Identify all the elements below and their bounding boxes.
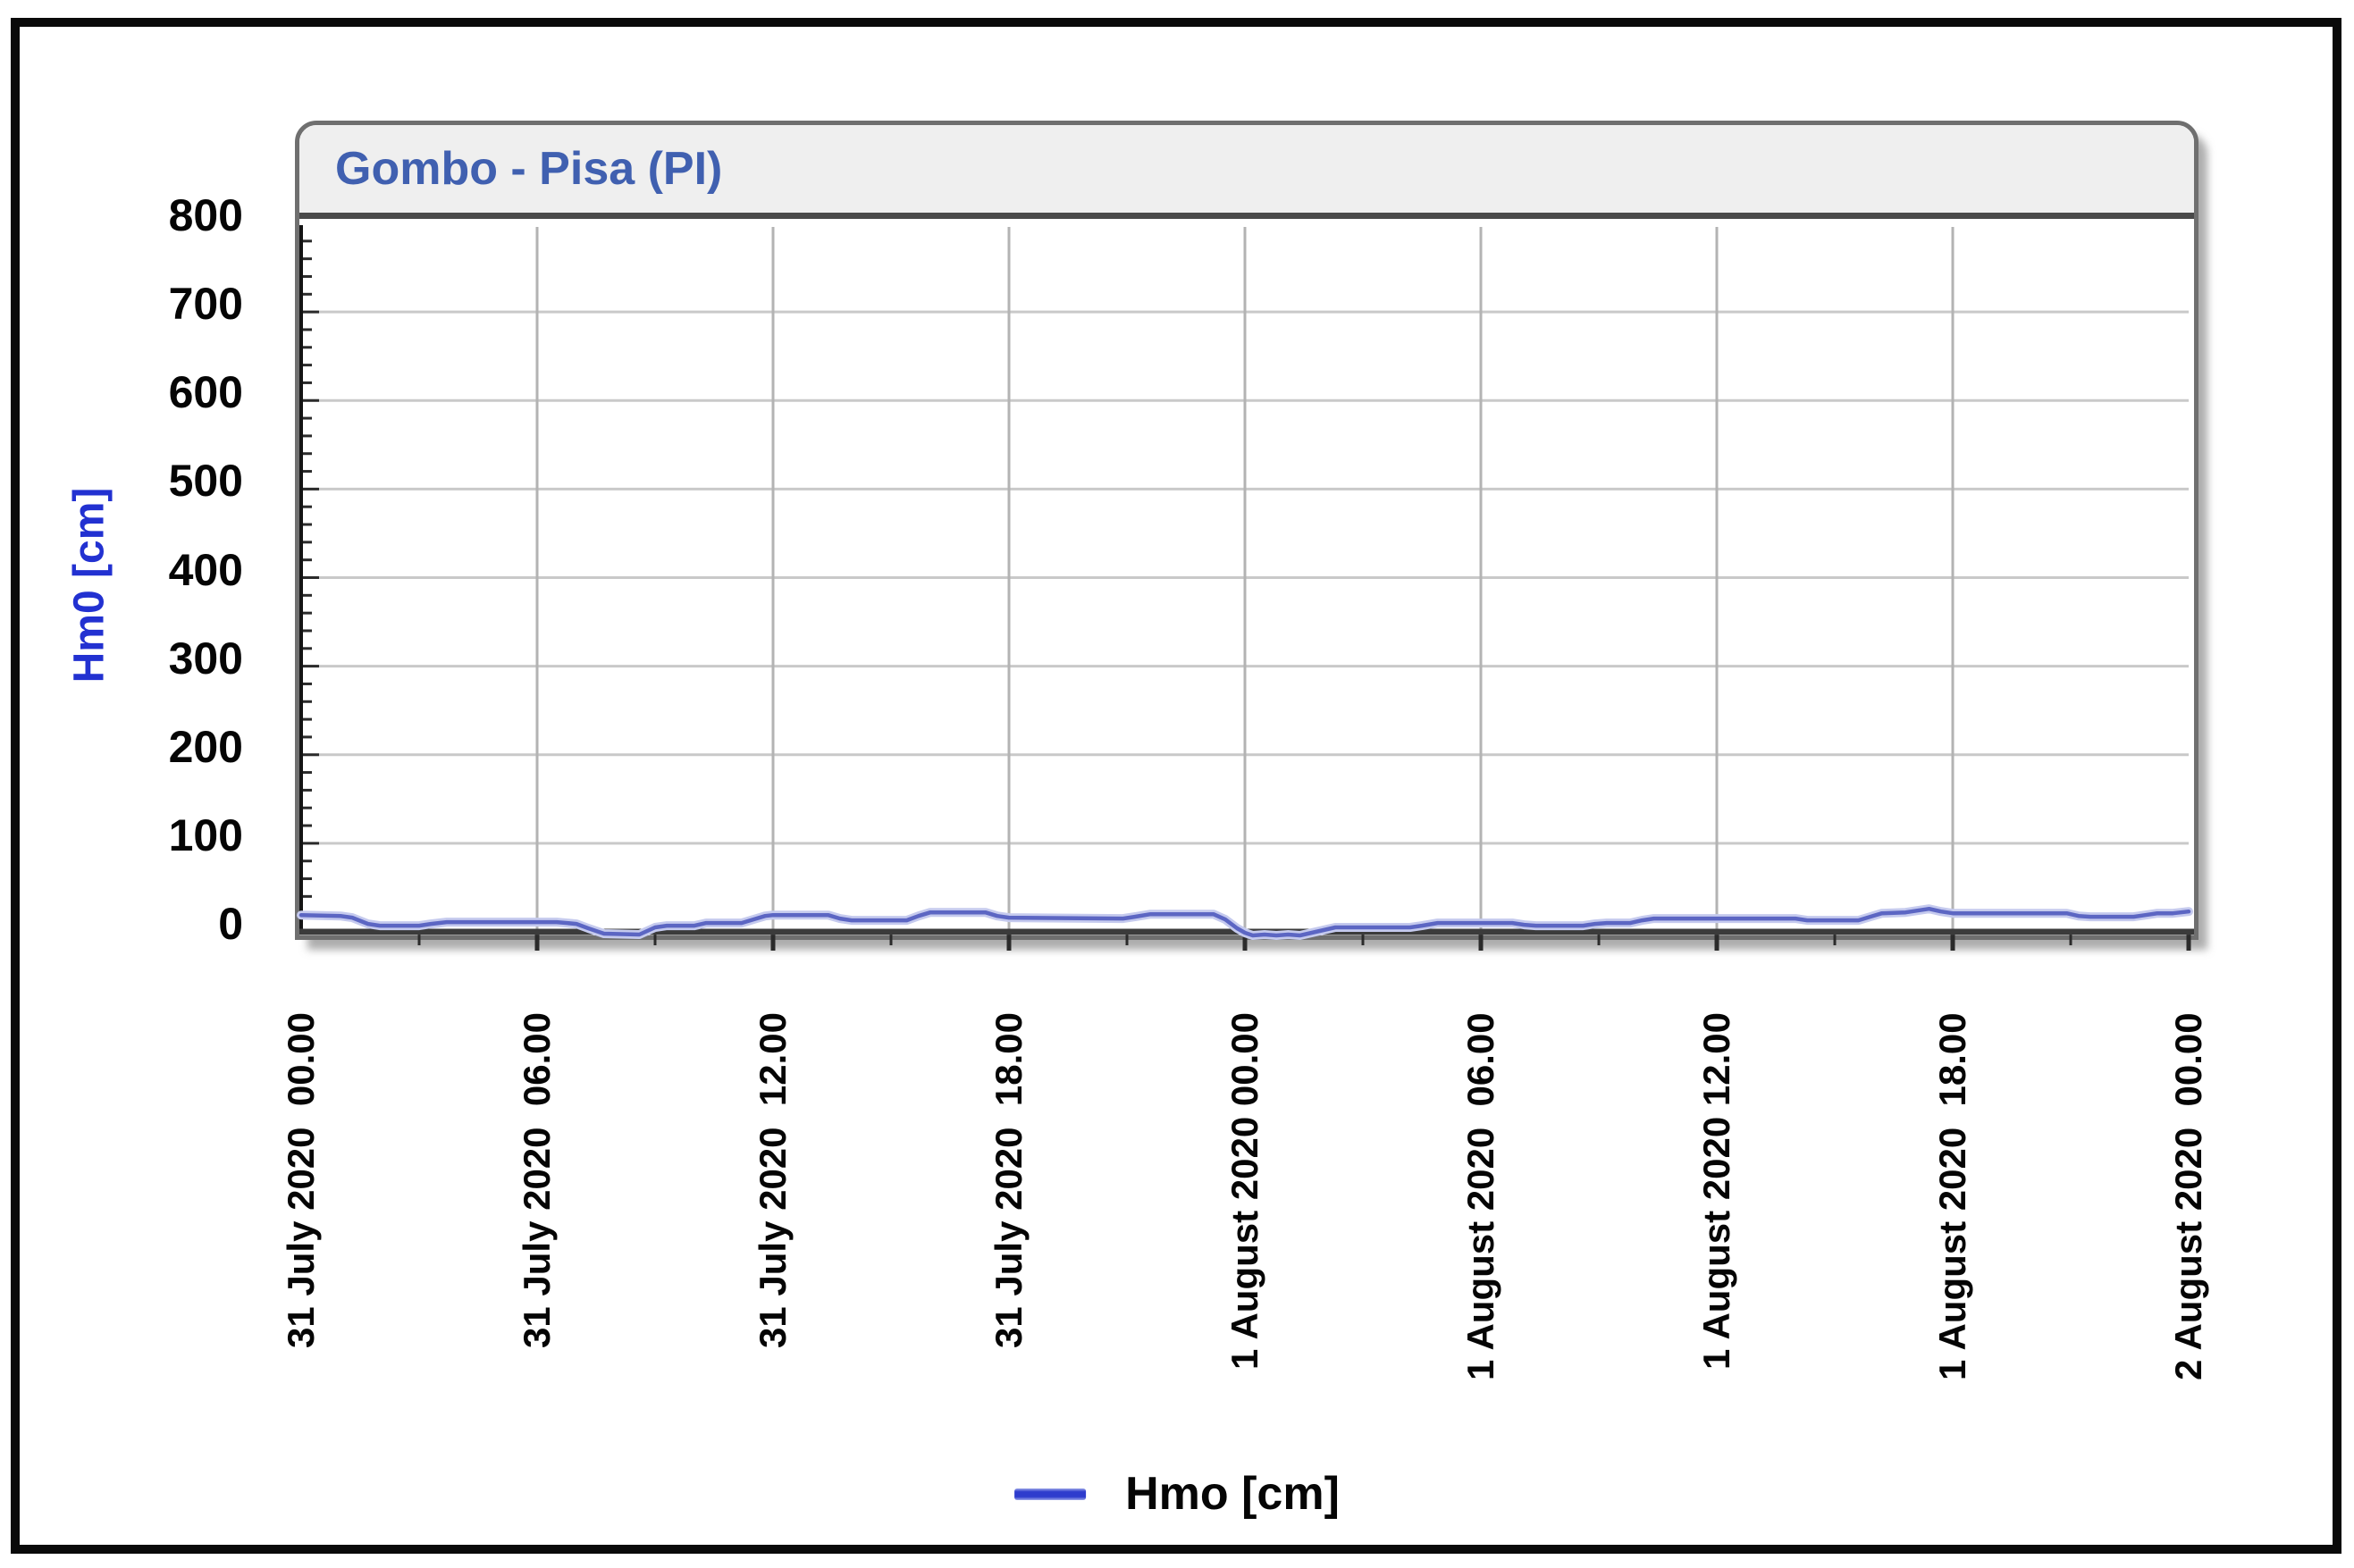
x-tick-label: 1 August 2020 12.00 [1695, 1012, 1737, 1370]
chart-panel: Gombo - Pisa (PI) [295, 121, 2198, 940]
y-tick-label: 500 [168, 456, 243, 507]
y-tick-label: 700 [168, 279, 243, 330]
legend-line-icon [1014, 1488, 1087, 1500]
x-tick-label: 31 July 2020 00.00 [280, 1012, 322, 1348]
image-border-frame [11, 18, 2341, 1554]
legend-series-label: Hmo [cm] [1125, 1468, 1340, 1520]
x-tick-label: 1 August 2020 18.00 [1931, 1012, 1973, 1380]
x-tick-label: 1 August 2020 06.00 [1459, 1012, 1501, 1380]
y-tick-label: 0 [218, 899, 243, 949]
y-tick-label: 800 [168, 190, 243, 240]
y-axis-title: Hm0 [cm] [65, 487, 113, 683]
y-tick-label: 300 [168, 633, 243, 683]
y-tick-label: 600 [168, 367, 243, 418]
y-tick-label: 200 [168, 721, 243, 772]
station-title: Gombo - Pisa (PI) [335, 143, 723, 195]
x-tick-label: 31 July 2020 06.00 [516, 1012, 558, 1348]
chart-titlebar: Gombo - Pisa (PI) [299, 125, 2194, 219]
x-tick-label: 1 August 2020 00.00 [1223, 1012, 1265, 1370]
x-tick-label: 31 July 2020 18.00 [988, 1012, 1030, 1348]
x-tick-label: 31 July 2020 12.00 [752, 1012, 794, 1348]
legend: Hmo [cm] [1014, 1467, 1340, 1521]
x-tick-label: 2 August 2020 00.00 [2167, 1012, 2209, 1380]
y-tick-label: 400 [168, 544, 243, 595]
y-tick-label: 100 [168, 809, 243, 860]
